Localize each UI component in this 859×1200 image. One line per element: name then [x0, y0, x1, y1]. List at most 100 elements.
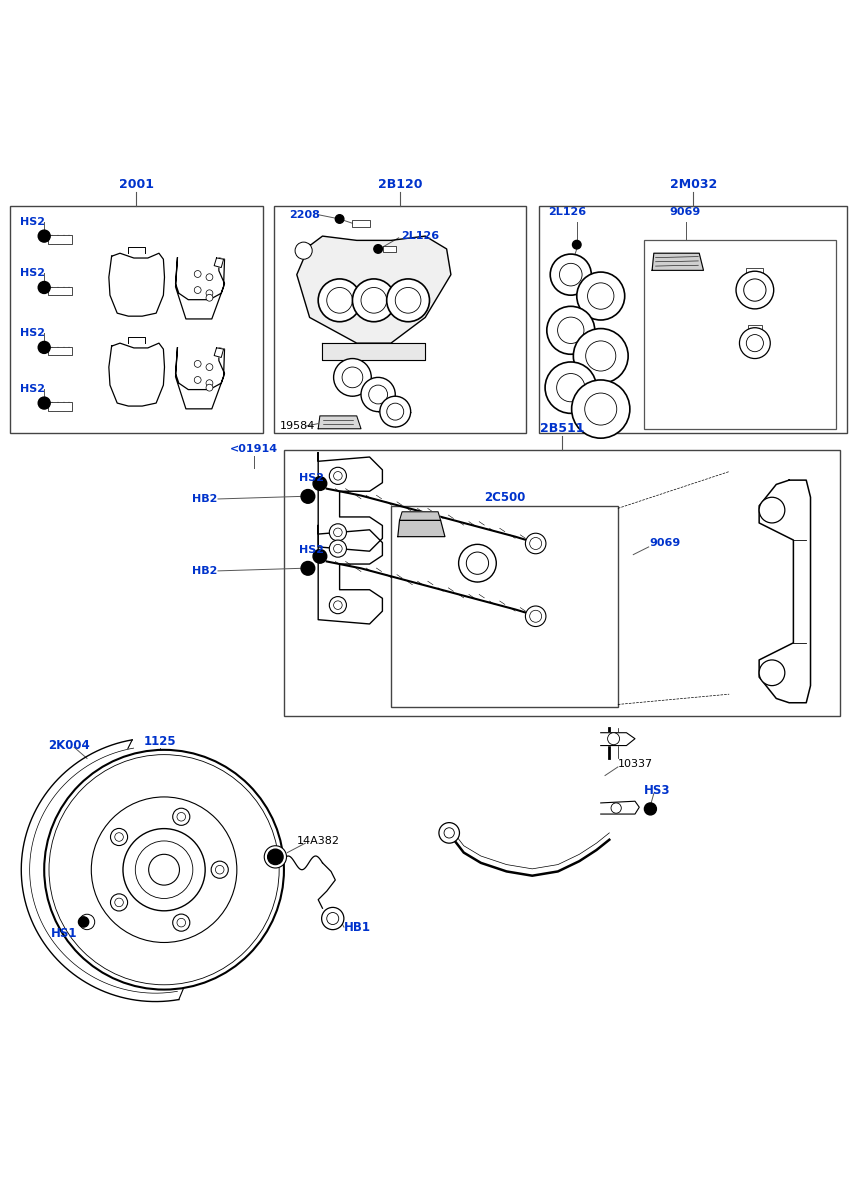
Circle shape: [329, 467, 346, 485]
Bar: [274, 206, 527, 433]
Circle shape: [333, 472, 342, 480]
Circle shape: [573, 329, 628, 383]
Bar: [643, 240, 836, 428]
Polygon shape: [128, 247, 145, 253]
Text: car  parts: car parts: [337, 632, 522, 671]
Circle shape: [333, 359, 371, 396]
Circle shape: [206, 379, 213, 386]
Bar: [536, 636, 560, 653]
Circle shape: [526, 606, 546, 626]
Circle shape: [326, 288, 352, 313]
Bar: [560, 653, 583, 670]
Circle shape: [740, 328, 771, 359]
Bar: [48, 287, 72, 295]
Circle shape: [206, 384, 213, 391]
Polygon shape: [398, 521, 445, 536]
Bar: [728, 670, 752, 686]
Circle shape: [329, 596, 346, 613]
Circle shape: [39, 230, 49, 241]
Bar: [352, 220, 369, 227]
Circle shape: [318, 278, 361, 322]
Bar: [583, 602, 607, 619]
Text: HS2: HS2: [299, 545, 325, 556]
Bar: [655, 653, 679, 670]
Circle shape: [38, 230, 50, 242]
Text: 2L126: 2L126: [401, 232, 439, 241]
Polygon shape: [214, 258, 223, 268]
Circle shape: [301, 562, 314, 575]
Polygon shape: [399, 512, 441, 521]
Polygon shape: [318, 416, 361, 428]
Circle shape: [736, 271, 774, 308]
Text: 2C500: 2C500: [484, 491, 525, 504]
Polygon shape: [318, 526, 382, 624]
Text: HS1: HS1: [51, 928, 77, 941]
Bar: [631, 636, 655, 653]
Circle shape: [206, 364, 213, 371]
Circle shape: [91, 797, 237, 942]
Circle shape: [586, 341, 616, 371]
Circle shape: [149, 854, 180, 886]
Circle shape: [173, 809, 190, 826]
Circle shape: [572, 268, 586, 282]
Text: <01914: <01914: [230, 444, 278, 455]
Bar: [560, 686, 583, 703]
Text: 2M032: 2M032: [670, 178, 717, 191]
Text: HS2: HS2: [21, 216, 46, 227]
Text: 2B120: 2B120: [378, 178, 423, 191]
Bar: [728, 636, 752, 653]
Text: 2L126: 2L126: [548, 208, 586, 217]
Circle shape: [644, 803, 656, 815]
Text: HS2: HS2: [299, 473, 325, 482]
Circle shape: [459, 545, 497, 582]
Circle shape: [268, 850, 283, 864]
Bar: [631, 670, 655, 686]
Bar: [746, 268, 764, 275]
Circle shape: [557, 317, 584, 343]
Polygon shape: [214, 348, 223, 358]
Circle shape: [38, 397, 50, 409]
Circle shape: [530, 538, 542, 550]
Circle shape: [333, 601, 342, 610]
Circle shape: [329, 523, 346, 541]
Bar: [488, 602, 512, 619]
Polygon shape: [652, 253, 704, 270]
Circle shape: [216, 865, 224, 874]
Bar: [464, 653, 488, 670]
Bar: [583, 670, 607, 686]
Circle shape: [313, 476, 326, 491]
Circle shape: [352, 278, 395, 322]
Circle shape: [395, 288, 421, 313]
Bar: [631, 569, 655, 586]
Bar: [748, 325, 762, 330]
Circle shape: [439, 823, 460, 844]
Bar: [679, 636, 704, 653]
Circle shape: [194, 377, 201, 383]
Circle shape: [530, 611, 542, 623]
Text: 9069: 9069: [669, 208, 700, 217]
Polygon shape: [600, 733, 635, 745]
Bar: [488, 569, 512, 586]
Bar: [655, 586, 679, 602]
Circle shape: [571, 380, 630, 438]
Circle shape: [173, 914, 190, 931]
Circle shape: [39, 398, 49, 408]
Bar: [383, 246, 396, 252]
Bar: [704, 686, 728, 703]
Bar: [607, 686, 631, 703]
Circle shape: [211, 862, 228, 878]
Circle shape: [115, 898, 124, 907]
Bar: [655, 686, 679, 703]
Text: HS2: HS2: [21, 328, 46, 338]
Bar: [464, 619, 488, 636]
Circle shape: [79, 914, 94, 930]
Circle shape: [342, 367, 362, 388]
Circle shape: [38, 282, 50, 294]
Circle shape: [559, 263, 582, 286]
Circle shape: [333, 528, 342, 536]
Circle shape: [466, 552, 489, 575]
Polygon shape: [109, 253, 165, 316]
Polygon shape: [175, 258, 224, 319]
Circle shape: [326, 912, 338, 924]
Circle shape: [576, 272, 624, 320]
